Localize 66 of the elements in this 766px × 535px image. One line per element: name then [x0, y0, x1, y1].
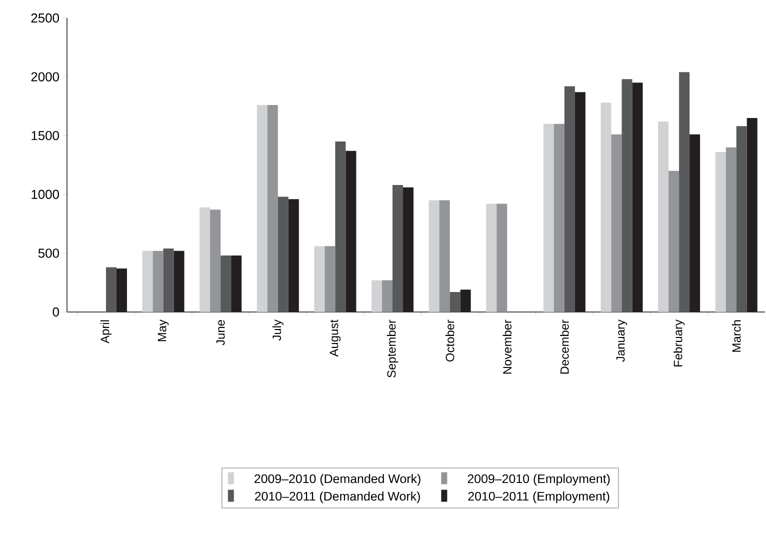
x-tick-label: November: [502, 320, 512, 374]
bar: [439, 200, 450, 312]
legend-label: 2009–2010 (Employment): [468, 474, 610, 486]
bar: [632, 82, 643, 312]
x-tick-label: February: [673, 320, 685, 366]
bar: [288, 199, 299, 312]
y-tick-label: 2000: [31, 72, 59, 82]
bar: [403, 187, 414, 312]
legend-label: 2009–2010 (Demanded Work): [254, 474, 420, 486]
bar: [736, 126, 747, 312]
bar: [668, 170, 680, 312]
x-tick-label: December: [560, 320, 569, 374]
x-tick-label: June: [216, 320, 225, 346]
y-tick-label: 1000: [32, 190, 59, 199]
bar: [231, 256, 242, 312]
y-tick-label: 0: [52, 307, 59, 317]
bar: [346, 150, 356, 312]
bar: [278, 196, 288, 312]
x-tick-label: August: [330, 320, 341, 357]
bar: [554, 124, 564, 312]
bar: [460, 290, 471, 312]
bar: [163, 248, 174, 312]
bar: [543, 124, 554, 312]
bar: [690, 134, 700, 312]
bar: [392, 184, 404, 312]
bar: [116, 268, 127, 312]
x-tick-label: July: [272, 320, 284, 341]
bar: [200, 207, 210, 312]
bar: [428, 200, 440, 312]
y-tick-label: 500: [38, 248, 59, 258]
bar: [256, 105, 268, 312]
bar: [574, 92, 586, 312]
x-tick-label: May: [158, 320, 169, 342]
bar: [622, 79, 632, 312]
x-tick-label: March: [732, 320, 741, 352]
bar: [267, 105, 278, 312]
bar: [174, 250, 184, 312]
x-tick-label: September: [386, 320, 398, 378]
bar: [382, 280, 393, 312]
bar: [715, 152, 726, 312]
x-tick-label: January: [616, 320, 628, 362]
bar: [372, 280, 382, 312]
y-tick-label: 1500: [32, 131, 59, 140]
bar: [486, 204, 497, 312]
bar: [142, 250, 153, 312]
legend-label: 2010–2011 (Employment): [468, 491, 610, 504]
bar: [324, 246, 336, 312]
bar: [314, 246, 325, 312]
y-tick-label: 2500: [31, 13, 59, 23]
bar: [450, 292, 460, 312]
bar: [106, 267, 116, 312]
bar: [746, 118, 758, 312]
bar: [335, 141, 346, 312]
x-tick-label: October: [445, 320, 454, 362]
bar: [496, 204, 508, 312]
bar: [210, 210, 221, 312]
bar: [152, 250, 164, 312]
legend-label: 2010–2011 (Demanded Work): [254, 491, 420, 504]
bar: [658, 121, 669, 312]
x-tick-label: April: [100, 320, 112, 344]
bar: [611, 134, 622, 312]
bar: [600, 102, 612, 312]
bar: [564, 86, 575, 312]
bar: [679, 72, 690, 312]
bar: [220, 256, 232, 312]
bar: [726, 147, 736, 312]
